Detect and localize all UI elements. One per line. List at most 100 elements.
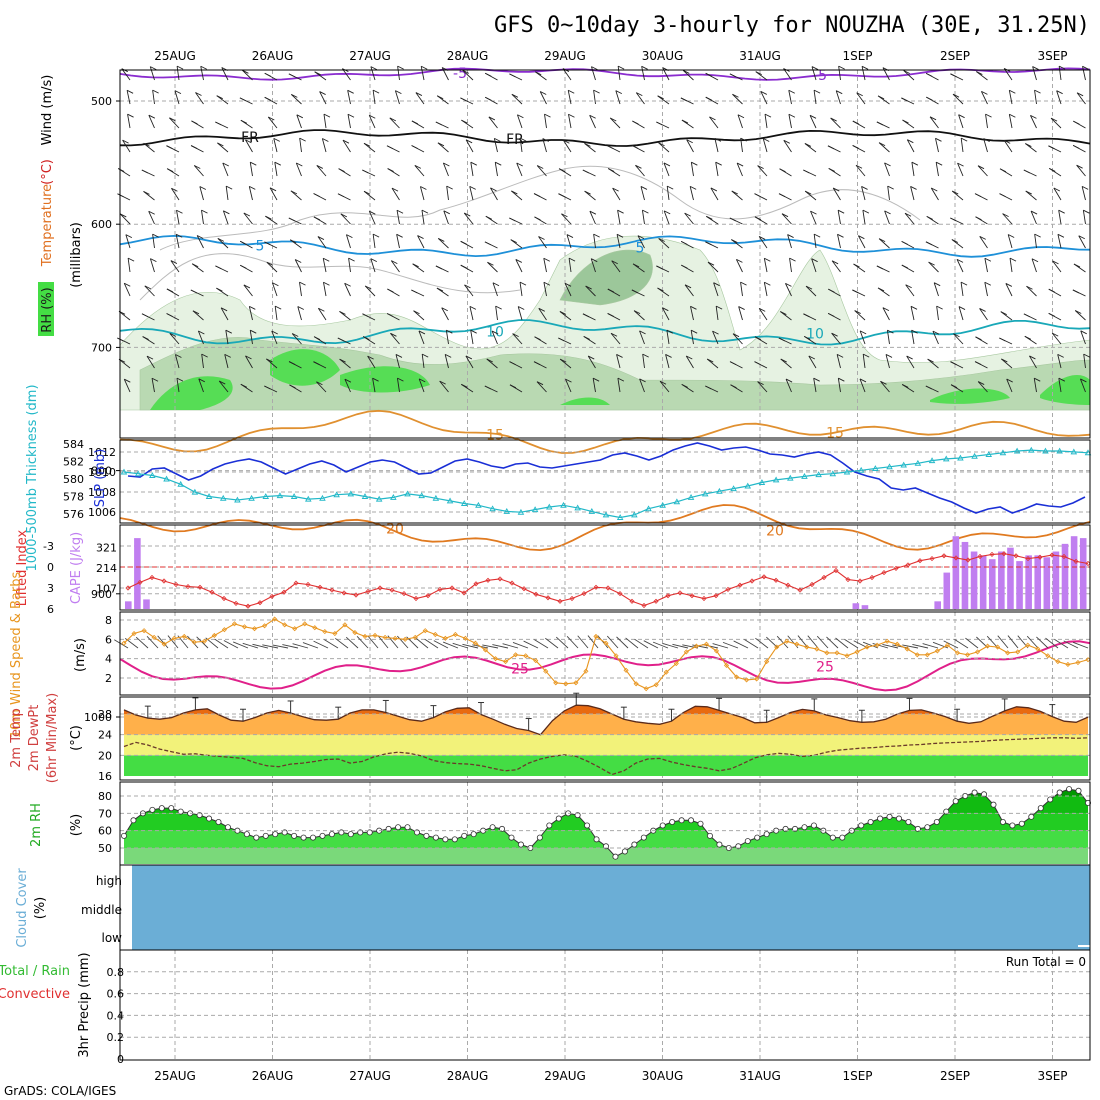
wind10m-barb <box>733 640 749 649</box>
rh2m-marker <box>697 820 704 827</box>
wind-barb-flag <box>485 96 492 101</box>
li-marker <box>185 584 191 590</box>
wind-barb <box>906 139 915 153</box>
wind-barb-flag <box>1048 145 1055 150</box>
wind-barb-flag <box>491 330 499 335</box>
wind-barb-flag <box>365 285 372 290</box>
thickness-marker <box>120 468 128 475</box>
thickness-marker <box>418 492 425 499</box>
wind-barb <box>372 90 376 105</box>
wind-speed-marker <box>171 635 177 641</box>
rh2m-marker <box>688 817 695 824</box>
wind10m-barb <box>566 635 579 649</box>
wind-barb <box>1001 358 1013 369</box>
wind-speed-marker <box>774 644 780 650</box>
wind-barb-flag <box>836 90 843 95</box>
wind-barb-flag <box>461 383 468 388</box>
wind-barb-flag <box>199 186 207 190</box>
wind-barb-flag <box>348 257 355 262</box>
thickness-marker <box>432 494 440 501</box>
wind-barb-flag <box>952 93 960 98</box>
wind-speed-marker <box>553 680 559 686</box>
wind-speed-marker <box>924 652 930 658</box>
cloud-level-label: high <box>96 874 122 888</box>
wind-speed-marker <box>492 656 499 662</box>
wind-barb-flag <box>1053 187 1061 192</box>
li-marker <box>149 574 155 581</box>
thickness-marker <box>730 485 737 492</box>
wind-barb-flag <box>317 236 325 240</box>
wind-barb <box>904 212 915 225</box>
wind-barb <box>341 68 351 81</box>
rh2m-marker <box>669 819 676 826</box>
li-marker <box>857 578 863 584</box>
wind-barb-flag <box>1025 190 1032 195</box>
wind-barb <box>245 355 253 369</box>
li-marker <box>377 585 383 591</box>
thickness-marker <box>985 451 993 457</box>
wind-barb-flag <box>681 119 689 124</box>
wind-speed-marker <box>754 676 760 682</box>
wind-barb-flag <box>809 114 817 119</box>
wind-barb-flag <box>536 381 544 386</box>
wind-barb-flag <box>974 361 982 365</box>
thickness-marker <box>163 475 170 482</box>
wind-barb-flag <box>299 137 306 142</box>
wind-barb <box>835 90 841 105</box>
wind-barb-flag <box>1072 289 1080 294</box>
li-marker <box>545 595 551 601</box>
wind10m-barb <box>616 636 629 649</box>
wind-barb-flag <box>658 238 665 242</box>
wind-barb <box>486 358 498 369</box>
wind-barb <box>389 117 400 129</box>
temp-tick: 16 <box>98 770 112 783</box>
wind-barb-flag <box>683 70 690 74</box>
wind-barb-flag <box>713 282 720 287</box>
wind-barb-flag <box>534 216 541 221</box>
wind-barb-flag <box>372 377 379 382</box>
wind-barb <box>291 333 302 345</box>
wind-barb <box>368 115 376 129</box>
wind-speed-marker <box>834 650 840 656</box>
thickness-marker <box>361 493 369 499</box>
rh2m-marker <box>877 815 884 822</box>
wind-barb-flag <box>754 361 761 366</box>
wind-barb-flag <box>316 165 324 169</box>
rh-tick: 50 <box>98 842 112 855</box>
wind-barb <box>517 306 523 321</box>
wind-speed-marker <box>543 668 549 674</box>
thickness-marker <box>999 449 1007 456</box>
li-marker <box>365 588 371 595</box>
rh2m-marker <box>328 831 335 838</box>
wind-speed-marker <box>1015 649 1021 655</box>
wind-barb-flag <box>533 193 541 197</box>
wind-barb <box>1081 186 1086 201</box>
wind-barb-flag <box>437 142 445 147</box>
wind-barb-flag <box>975 216 982 221</box>
wind-barb <box>390 333 400 345</box>
rh2m-marker <box>754 834 761 841</box>
wind-barb-flag <box>441 307 448 312</box>
wind-barb-flag <box>249 185 256 190</box>
wind-barb-flag <box>148 210 155 215</box>
wind-barb-flag <box>1076 92 1084 97</box>
wind-barb-flag <box>1023 313 1031 318</box>
wind-barb-flag <box>642 209 649 214</box>
wind-barb <box>757 381 768 393</box>
cape-bar <box>1052 551 1060 609</box>
wind10m-barb <box>776 635 789 649</box>
wind-speed-marker <box>864 644 870 650</box>
wind-speed-marker <box>362 633 368 639</box>
wind-barb <box>463 212 474 225</box>
precip-frame <box>119 949 1091 1061</box>
thickness-marker <box>815 471 822 478</box>
wind-barb <box>340 213 351 225</box>
wind-barb <box>862 210 866 225</box>
wind-barb <box>878 238 890 249</box>
wind-barb <box>757 165 768 177</box>
rh2m-marker <box>763 831 770 838</box>
wind-speed-marker <box>995 644 1001 650</box>
cape-bar <box>1079 538 1087 609</box>
wind-barb-flag <box>537 165 544 169</box>
cape-bar <box>943 572 951 609</box>
